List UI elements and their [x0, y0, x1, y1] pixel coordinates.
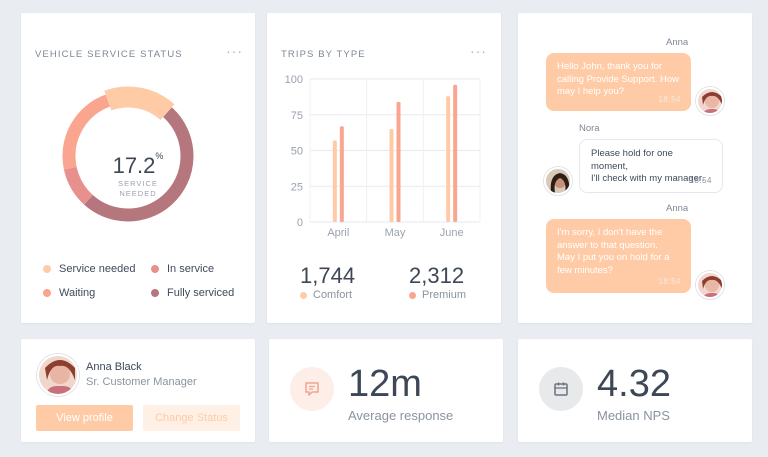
message-time: 18:54: [658, 276, 681, 286]
kpi-label: Median NPS: [597, 408, 670, 423]
y-tick-label: 100: [285, 74, 303, 86]
legend-service-needed: Service needed: [43, 263, 135, 275]
donut-chart: [58, 86, 198, 226]
kpi-icon-circle: [290, 367, 334, 411]
legend-dot: [43, 289, 51, 297]
avatar: [544, 167, 572, 195]
legend-dot: [151, 265, 159, 273]
chat-message: Hello John, thank you for calling Provid…: [546, 53, 691, 111]
bar-comfort-june: [446, 96, 451, 222]
bar-comfort-april: [332, 140, 337, 222]
trips-bar-chart: 0 25 50 75 100 April May June: [285, 74, 481, 239]
donut-segment-in-service: [62, 90, 194, 222]
chat-bubble-icon: [305, 382, 319, 396]
legend-dot: [409, 291, 416, 299]
bar-comfort-may: [389, 129, 394, 222]
avatar: [696, 271, 724, 299]
legend-fully-serviced: Fully serviced: [151, 287, 234, 299]
x-tick-label: April: [327, 227, 349, 239]
kpi-icon-circle: [539, 367, 583, 411]
legend-waiting: Waiting: [43, 287, 95, 299]
y-tick-label: 25: [291, 181, 303, 193]
more-menu-icon[interactable]: ···: [470, 43, 487, 59]
comfort-label: Comfort: [300, 289, 352, 301]
message-time: 18:54: [658, 94, 681, 104]
view-profile-button[interactable]: View profile: [36, 405, 133, 431]
average-response-card: 12m Average response: [269, 339, 503, 442]
premium-label: Premium: [409, 289, 466, 301]
x-tick-label: May: [385, 227, 406, 239]
comfort-total: 1,744: [300, 263, 356, 288]
avatar: [696, 87, 724, 115]
bar-premium-may: [396, 101, 401, 222]
chat-author-name: Anna: [666, 203, 689, 214]
chat-author-name: Anna: [666, 37, 689, 48]
chat-card: Anna Hello John, thank you for calling P…: [518, 13, 752, 323]
profile-card: Anna Black Sr. Customer Manager View pro…: [21, 339, 255, 442]
median-nps-card: 4.32 Median NPS: [518, 339, 752, 442]
chat-message: Please hold for one moment, I'll check w…: [579, 139, 723, 193]
y-tick-label: 0: [297, 217, 303, 229]
legend-in-service: In service: [151, 263, 214, 275]
kpi-value: 12m: [348, 363, 422, 405]
card-title: TRIPS BY TYPE: [281, 49, 366, 60]
kpi-label: Average response: [348, 408, 454, 423]
service-needed-percentage: 17.2%: [112, 151, 164, 178]
message-time: 18:54: [689, 175, 712, 185]
y-tick-label: 75: [291, 110, 303, 122]
y-tick-label: 50: [291, 146, 303, 158]
legend-dot: [43, 265, 51, 273]
kpi-value: 4.32: [597, 363, 671, 405]
legend-dot: [151, 289, 159, 297]
bar-premium-april: [339, 126, 344, 222]
donut-center-label: SERVICE NEEDED: [118, 179, 158, 198]
trips-by-type-card: TRIPS BY TYPE ··· 0 25 50 75 100 April May June…: [267, 13, 501, 323]
calendar-icon: [554, 382, 568, 396]
vehicle-service-status-card: VEHICLE SERVICE STATUS ··· 17.2% SERVICE…: [21, 13, 255, 323]
more-menu-icon[interactable]: ···: [226, 43, 243, 59]
profile-name: Anna Black: [86, 361, 142, 373]
donut-segment-fully-serviced: [62, 90, 194, 222]
premium-total: 2,312: [409, 263, 465, 288]
change-status-button[interactable]: Change Status: [143, 405, 240, 431]
avatar: [37, 354, 79, 396]
profile-role: Sr. Customer Manager: [86, 376, 197, 388]
bar-premium-june: [453, 84, 458, 222]
donut-segment-service-needed: [58, 86, 198, 226]
chat-author-name: Nora: [579, 123, 600, 134]
x-tick-label: June: [440, 227, 464, 239]
legend-dot: [300, 291, 307, 299]
card-title: VEHICLE SERVICE STATUS: [35, 49, 183, 60]
chat-message: I'm sorry, I don't have the answer to th…: [546, 219, 691, 293]
